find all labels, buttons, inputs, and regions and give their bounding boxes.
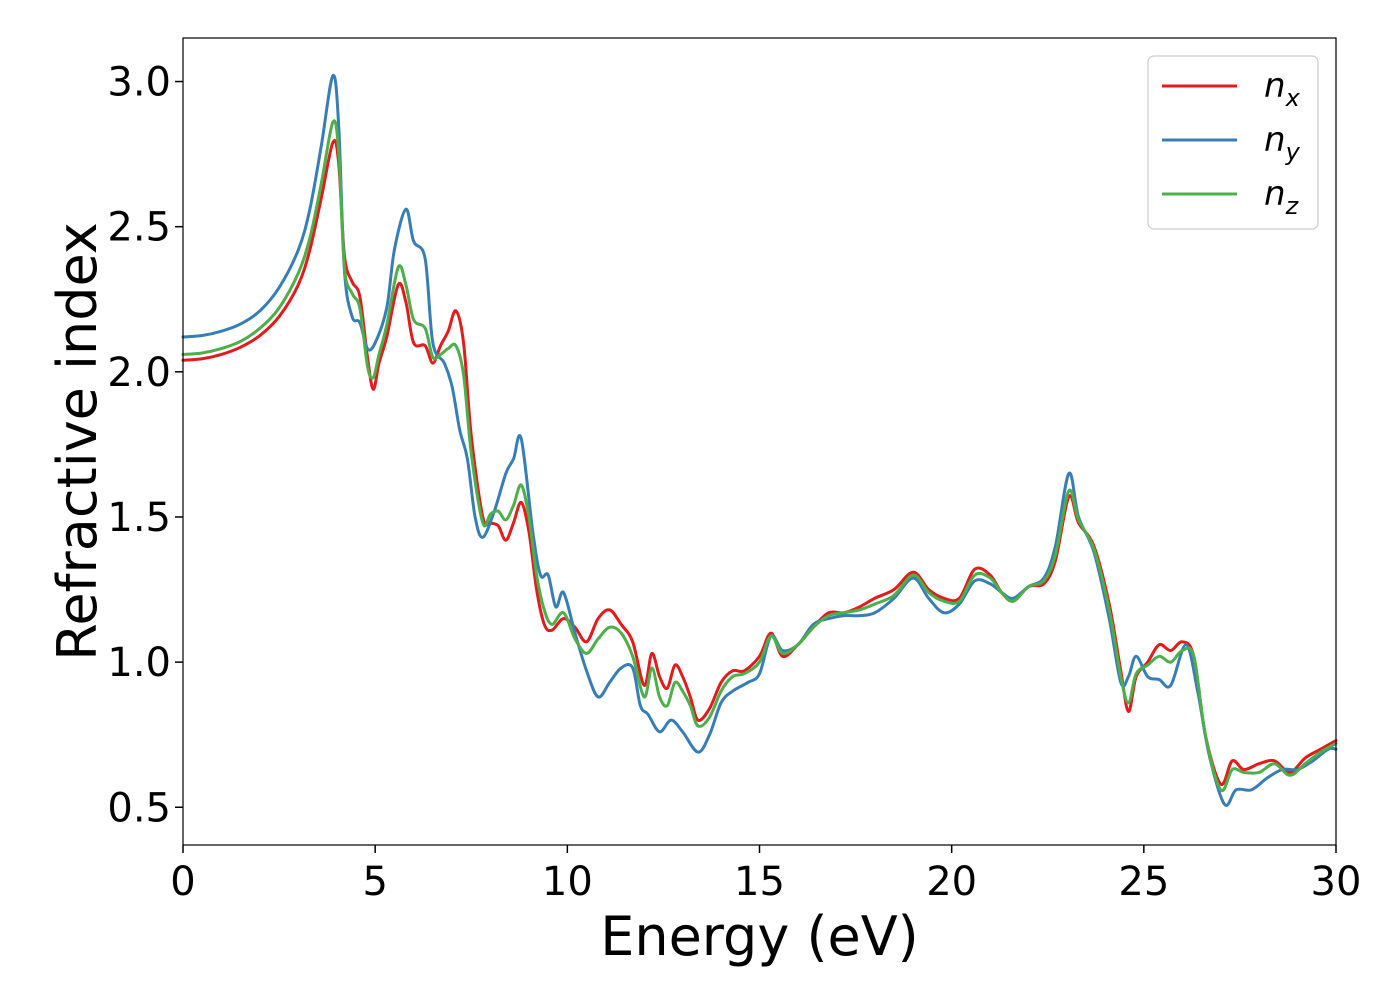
- legend-label-y: ny: [1264, 120, 1301, 166]
- series-line-y: [181, 74, 1338, 808]
- x-tick-label: 25: [1118, 859, 1169, 905]
- y-tick-label: 1.5: [107, 495, 171, 541]
- x-tick-label: 30: [1311, 859, 1362, 905]
- legend-box: [1147, 55, 1319, 230]
- x-tick-label: 15: [734, 859, 785, 905]
- legend: nx ny nz: [1147, 55, 1319, 230]
- x-tick-label: 5: [362, 859, 387, 905]
- y-axis: 0.5 1.0 1.5 2.0 2.5 3.0: [107, 60, 183, 831]
- y-axis-label: Refractive index: [46, 222, 109, 661]
- y-tick-label: 2.0: [107, 350, 171, 396]
- x-axis: 0 5 10 15 20 25 30: [170, 845, 1361, 905]
- series-layer: [181, 74, 1338, 808]
- legend-label-x: nx: [1264, 66, 1301, 112]
- series-line-z: [181, 119, 1338, 793]
- x-tick-label: 10: [542, 859, 593, 905]
- x-tick-label: 0: [170, 859, 195, 905]
- x-axis-label: Energy (eV): [600, 905, 919, 968]
- y-tick-label: 0.5: [107, 785, 171, 831]
- y-tick-label: 3.0: [107, 60, 171, 106]
- legend-label-z: nz: [1264, 174, 1300, 220]
- y-tick-label: 2.5: [107, 205, 171, 251]
- y-tick-label: 1.0: [107, 640, 171, 686]
- x-tick-label: 20: [926, 859, 977, 905]
